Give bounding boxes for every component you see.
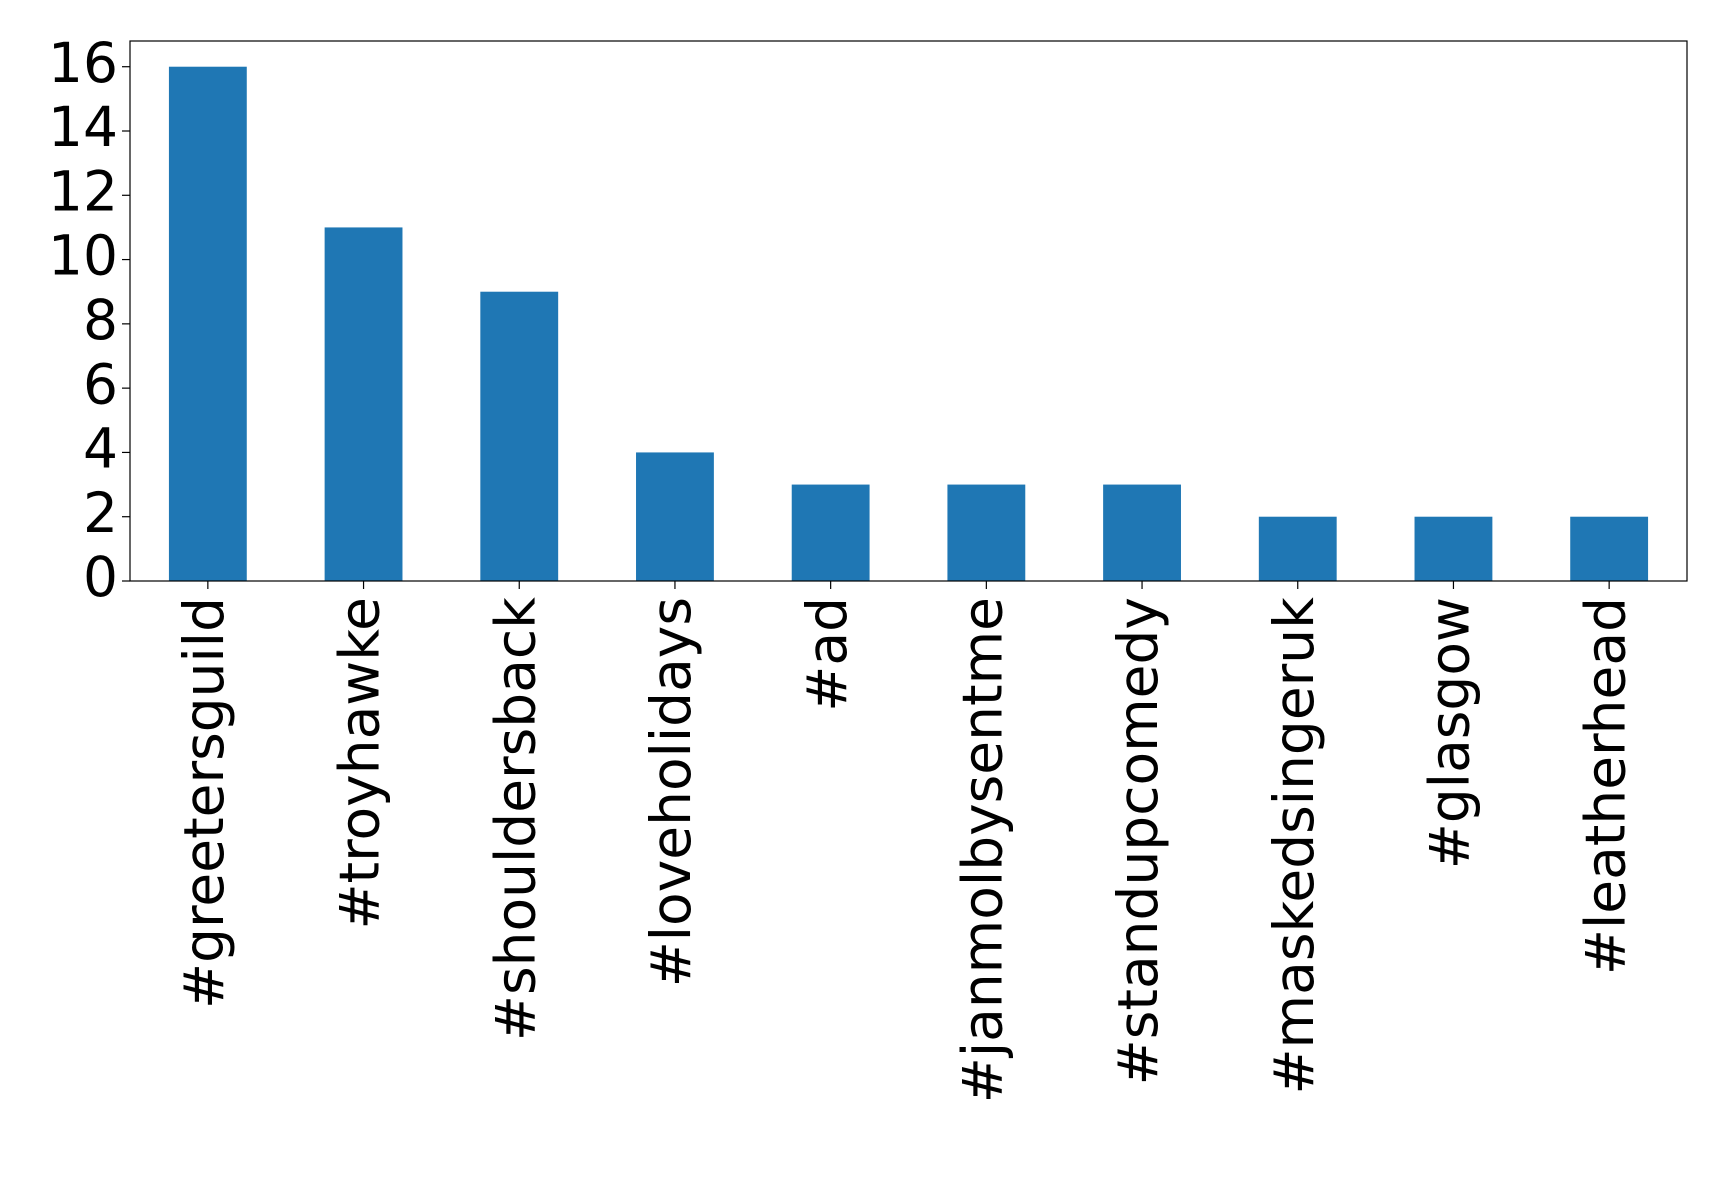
- bar: [636, 452, 714, 581]
- y-tick-label: 4: [83, 417, 118, 481]
- x-tick-label: #janmolbysentme: [950, 597, 1014, 1103]
- x-tick-label: #loveholidays: [639, 597, 703, 987]
- bar: [947, 484, 1026, 581]
- x-tick-label: #glasgow: [1418, 597, 1482, 869]
- y-tick-label: 10: [48, 224, 118, 288]
- x-tick-label: #maskedsingeruk: [1262, 597, 1326, 1095]
- x-tick-label: #troyhawke: [328, 597, 392, 930]
- bar: [324, 227, 403, 581]
- y-tick-label: 16: [48, 31, 118, 95]
- x-tick-label: #shouldersback: [483, 597, 547, 1041]
- y-tick-label: 8: [83, 288, 118, 352]
- y-tick-label: 12: [48, 159, 118, 223]
- bar: [1258, 516, 1337, 581]
- bar: [168, 66, 247, 581]
- bar: [480, 291, 559, 581]
- bar: [1414, 516, 1493, 581]
- bar: [1103, 484, 1181, 581]
- bar: [791, 484, 870, 581]
- x-tick-label: #ad: [795, 597, 859, 712]
- x-tick-label: #greetersguild: [172, 597, 236, 1009]
- plot-frame: [129, 40, 1688, 582]
- y-tick-label: 0: [83, 545, 118, 609]
- y-tick-label: 14: [48, 95, 118, 159]
- y-tick-label: 2: [83, 481, 118, 545]
- x-tick-label: #leatherhead: [1573, 597, 1637, 975]
- y-tick-label: 6: [83, 352, 118, 416]
- x-tick-label: #standupcomedy: [1106, 597, 1170, 1085]
- bar: [1570, 516, 1649, 581]
